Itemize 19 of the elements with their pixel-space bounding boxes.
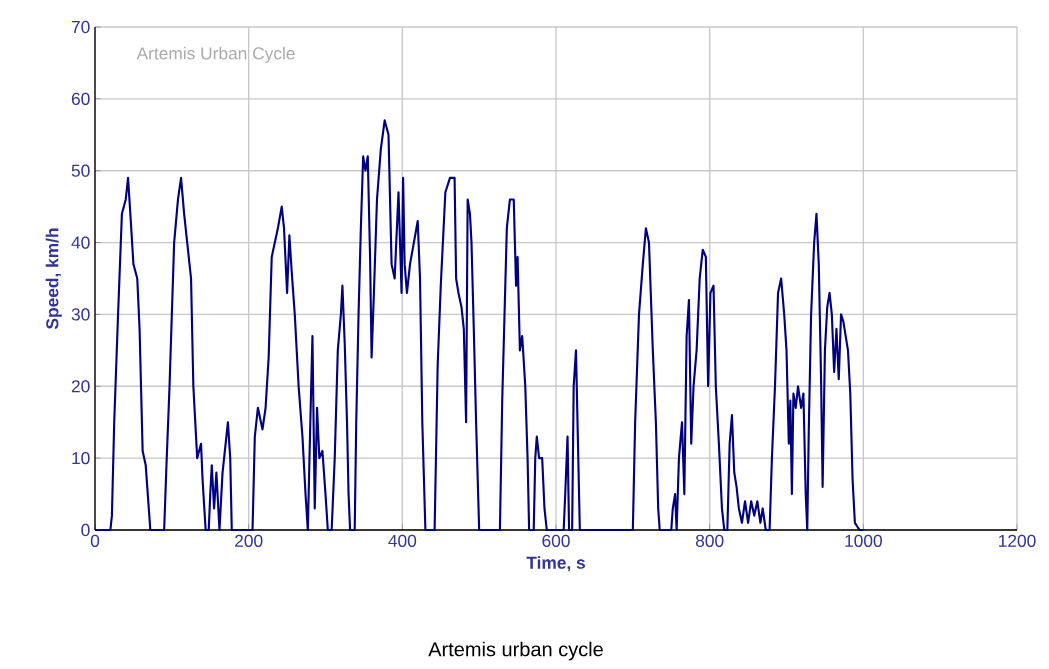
y-axis-title: Speed, km/h: [45, 228, 62, 330]
y-tick-label: 40: [71, 236, 90, 249]
x-tick-label: 400: [388, 534, 417, 547]
y-tick-label: 10: [72, 452, 90, 465]
x-tick-label: 0: [90, 534, 100, 547]
y-tick-label: 70: [71, 20, 90, 34]
x-tick-label: 200: [235, 534, 263, 547]
text: Artemis urban cycle: [428, 641, 603, 661]
annotation: Artemis Urban Cycle: [136, 46, 295, 63]
x-tick-label: 600: [542, 534, 570, 547]
x-tick-label: 1200: [999, 534, 1036, 547]
x-axis-title: Time, s: [526, 556, 585, 572]
y-tick-label: 30: [71, 308, 90, 321]
y-tick-label: 50: [71, 164, 90, 177]
y-tick-label: 60: [71, 92, 90, 105]
y-tick-label: 0: [81, 523, 90, 537]
x-tick-label: 1000: [845, 534, 882, 547]
x-tick-label: 800: [695, 534, 724, 547]
y-tick-label: 20: [71, 380, 90, 393]
